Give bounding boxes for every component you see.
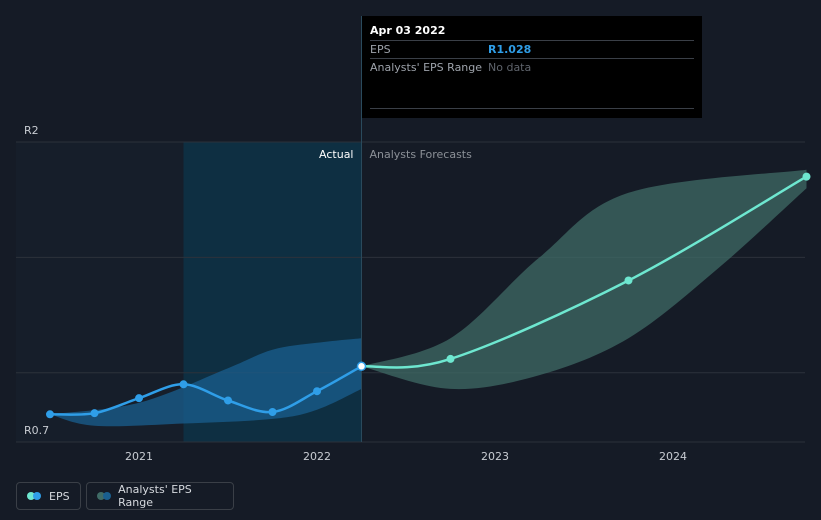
actual-region-label: Actual [319,148,353,161]
forecast-point [446,354,455,363]
forecast-region-label: Analysts Forecasts [370,148,473,161]
eps-chart: R2 R0.7 Actual Analysts Forecasts 2021 20… [16,16,811,463]
forecast-point [802,172,811,181]
range-legend-icon [97,492,111,500]
tooltip-date: Apr 03 2022 [370,24,446,37]
eps-point [268,408,277,416]
legend-eps-label: EPS [49,489,70,503]
data-points [46,172,811,419]
x-tick-label: 2024 [659,450,687,463]
eps-point [90,409,99,418]
eps-point [179,380,188,389]
forecast-point [624,276,633,285]
legend-range-toggle[interactable]: Analysts' EPS Range [86,482,234,510]
eps-point [135,394,143,403]
tooltip-eps-value: R1.028 [488,43,532,56]
x-tick-label: 2022 [303,450,331,463]
eps-current-point [356,361,367,372]
tooltip-eps-row: EPS R1.028 [370,40,694,58]
x-axis-ticks: 2021 2022 2023 2024 [125,450,687,463]
x-tick-label: 2023 [481,450,509,463]
tooltip: Apr 03 2022 EPS R1.028 Analysts' EPS Ran… [362,16,702,118]
forecast-eps-range-band [361,169,807,390]
legend-range-label: Analysts' EPS Range [118,483,192,509]
actual-eps-range-band [50,338,362,427]
eps-point [224,396,232,405]
x-tick-label: 2021 [125,450,153,463]
tooltip-range-row: Analysts' EPS Range No data [370,58,694,76]
eps-legend-icon [27,492,41,500]
tooltip-range-value: No data [488,61,532,74]
y-axis-bottom-label: R0.7 [24,424,49,437]
eps-point [46,410,54,419]
tooltip-divider [370,108,694,109]
y-axis-top-label: R2 [24,124,39,137]
tooltip-eps-label: EPS [370,43,391,56]
eps-point [313,387,321,396]
eps-forecast-line [361,175,808,369]
legend-eps-toggle[interactable]: EPS [16,482,81,510]
tooltip-range-label: Analysts' EPS Range [370,61,483,74]
